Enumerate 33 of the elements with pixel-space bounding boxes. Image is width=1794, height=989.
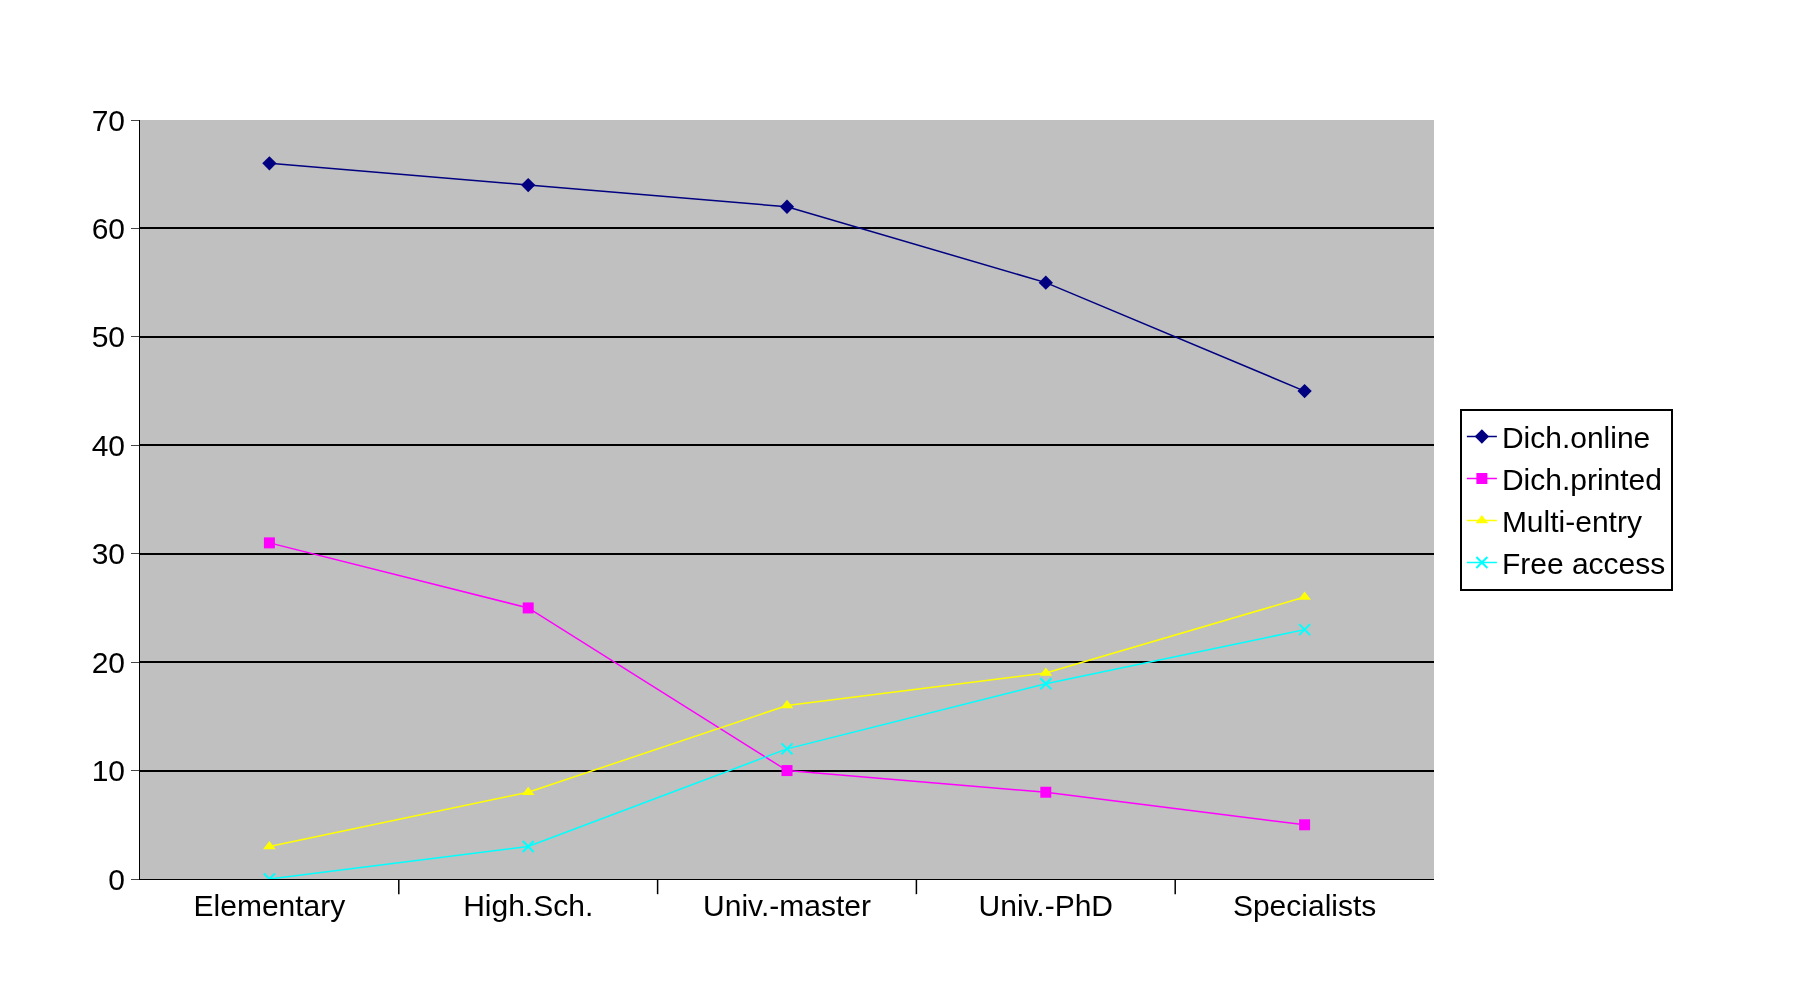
x-tick-label: Elementary <box>193 889 346 922</box>
legend-label: Dich.printed <box>1501 463 1662 497</box>
legend-label: Dich.online <box>1501 421 1651 455</box>
point <box>779 199 795 214</box>
x-tick-label: High.Sch. <box>463 889 594 922</box>
point <box>522 602 534 614</box>
point <box>780 742 794 756</box>
y-tick-label: 0 <box>108 862 125 896</box>
y-tick-label: 40 <box>91 428 125 462</box>
point <box>521 786 535 796</box>
point <box>263 840 276 850</box>
point <box>521 177 536 193</box>
y-tick-label: 20 <box>91 645 125 679</box>
x-tick-label: Specialists <box>1232 889 1377 922</box>
point <box>1298 623 1312 637</box>
point <box>1040 786 1052 798</box>
point <box>1039 677 1053 691</box>
point <box>1299 819 1311 831</box>
point <box>1038 275 1053 290</box>
y-tick-label: 50 <box>91 320 125 354</box>
y-tick-label: 30 <box>91 537 125 571</box>
y-tick-label: 10 <box>91 754 125 788</box>
legend-label: Multi-entry <box>1501 505 1642 539</box>
point <box>263 537 275 549</box>
y-tick-label: 70 <box>91 103 125 137</box>
point <box>1297 383 1312 399</box>
point <box>521 839 535 853</box>
point <box>781 765 793 777</box>
point <box>262 156 277 171</box>
y-tick-label: 60 <box>91 211 125 245</box>
legend-label: Free access <box>1501 547 1666 581</box>
x-tick-label: Univ.-PhD <box>978 889 1114 922</box>
x-tick-label: Univ.-master <box>703 889 871 922</box>
